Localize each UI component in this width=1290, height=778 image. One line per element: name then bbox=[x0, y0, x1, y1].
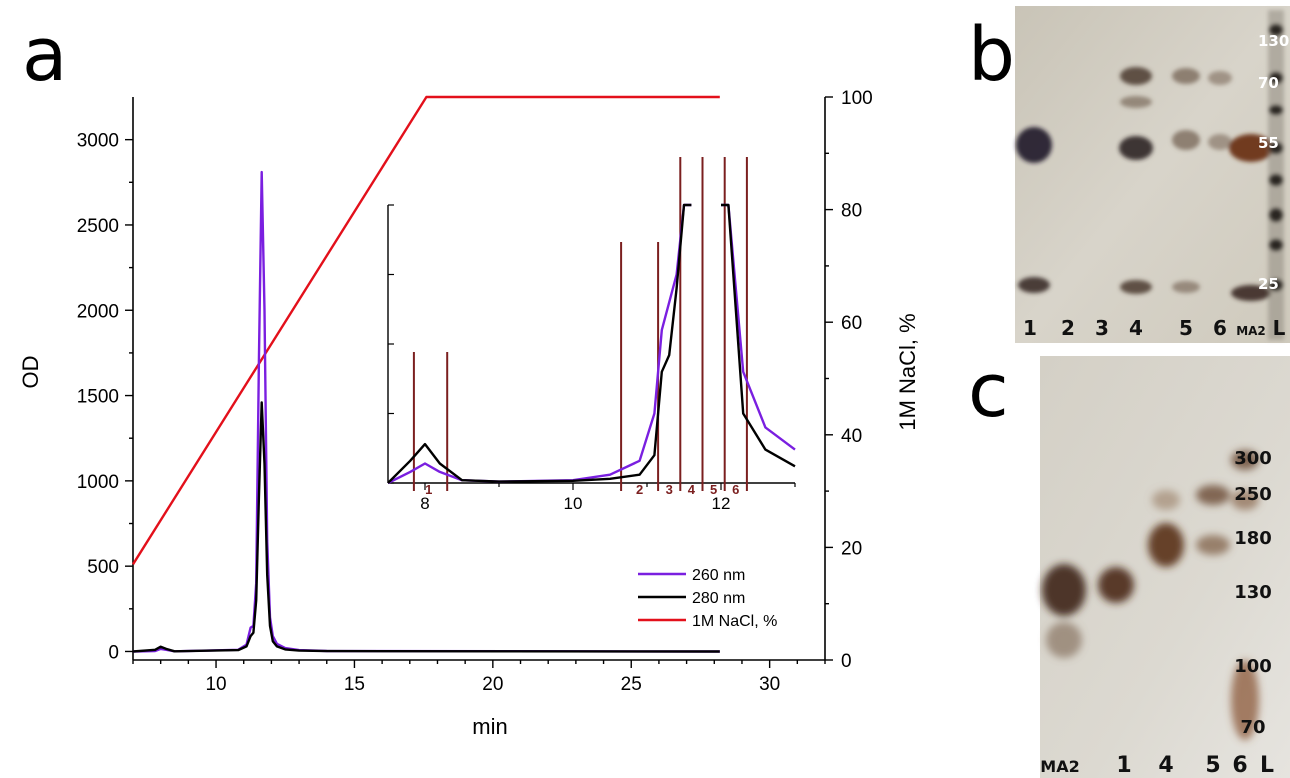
fraction-label: 5 bbox=[710, 482, 717, 497]
gel-b-mw-labels: 130 70 55 25 bbox=[1258, 32, 1289, 293]
y-tick-label: 1500 bbox=[77, 387, 119, 408]
inset-series-line-1-0 bbox=[387, 203, 692, 484]
y-tick-label: 0 bbox=[108, 642, 119, 663]
inset-x-tick-label: 12 bbox=[712, 494, 731, 513]
y2-axis-title: 1M NaCl, % bbox=[895, 313, 920, 430]
gel-c-lane-label: MA2 bbox=[1040, 757, 1079, 776]
gel-b-lane-label: 4 bbox=[1129, 316, 1143, 340]
y2-tick-label: 100 bbox=[841, 88, 873, 109]
inset-series bbox=[387, 203, 796, 485]
gel-b-lane-label: MA2 bbox=[1236, 324, 1266, 338]
gel-c-mw-label: 70 bbox=[1240, 717, 1265, 738]
fraction-label: 3 bbox=[666, 482, 673, 497]
inset-series-line-1-1 bbox=[721, 203, 796, 468]
gel-b-lane-label: 1 bbox=[1023, 316, 1037, 340]
panel-letter-b: b bbox=[968, 12, 1015, 98]
gel-b-mw-label: 130 bbox=[1258, 32, 1289, 50]
series-line-0 bbox=[132, 170, 720, 653]
gel-b-lane-label: 5 bbox=[1179, 316, 1193, 340]
gel-c-lane-labels: MA2 1 4 5 6 L bbox=[1040, 753, 1274, 778]
x-tick-label: 15 bbox=[344, 674, 365, 695]
fraction-label: 6 bbox=[732, 482, 739, 497]
gel-c-mw-label: 100 bbox=[1234, 656, 1272, 677]
gel-c-mw-label: 300 bbox=[1234, 448, 1272, 469]
y-tick-label: 500 bbox=[87, 557, 119, 578]
gel-c-lane-label: L bbox=[1260, 753, 1274, 778]
gel-c-mw-labels: 300 250 180 130 100 70 bbox=[1234, 448, 1272, 738]
y2-tick-label: 80 bbox=[841, 201, 862, 222]
inset-x-tick-label: 8 bbox=[420, 494, 429, 513]
chart-legend: 260 nm 280 nm 1M NaCl, % bbox=[638, 567, 777, 630]
gel-b-lane-label: 3 bbox=[1095, 316, 1109, 340]
y2-tick-label: 0 bbox=[841, 651, 852, 672]
legend-label-2: 1M NaCl, % bbox=[692, 613, 777, 630]
panel-letter-a: a bbox=[22, 12, 67, 98]
y2-tick-label: 40 bbox=[841, 426, 862, 447]
inset-x-tick-label: 10 bbox=[564, 494, 583, 513]
gel-b-mw-label: 70 bbox=[1258, 74, 1279, 92]
y2-tick-label: 60 bbox=[841, 313, 862, 334]
fraction-label: 4 bbox=[688, 482, 696, 497]
main-series bbox=[131, 95, 720, 653]
y-tick-label: 2500 bbox=[77, 216, 119, 237]
gel-c-lane-label: 4 bbox=[1158, 753, 1173, 778]
panel-letter-c: c bbox=[968, 348, 1009, 434]
legend-label-1: 280 nm bbox=[692, 590, 745, 607]
gel-b-mw-label: 25 bbox=[1258, 275, 1279, 293]
inset-series-line-0-0 bbox=[387, 203, 692, 485]
y-tick-label: 2000 bbox=[77, 301, 119, 322]
gel-b-lane-labels: 1 2 3 4 5 6 MA2 L bbox=[1023, 316, 1286, 340]
fraction-label: 1 bbox=[425, 482, 432, 497]
y-tick-label: 3000 bbox=[77, 131, 119, 152]
legend-label-0: 260 nm bbox=[692, 567, 745, 584]
y2-tick-label: 20 bbox=[841, 538, 862, 559]
fraction-label: 2 bbox=[636, 482, 643, 497]
gel-c-mw-label: 180 bbox=[1234, 528, 1272, 549]
inset-axes: 8 10 12 bbox=[387, 204, 796, 513]
gel-b-lane-label: 6 bbox=[1213, 316, 1227, 340]
gel-c-bands bbox=[1042, 450, 1259, 740]
gel-b-lane-label: L bbox=[1273, 316, 1286, 340]
main-axes: 10 15 20 25 30050010001500200025003000020406… bbox=[77, 88, 873, 695]
gel-b-mw-label: 55 bbox=[1258, 134, 1279, 152]
y-tick-label: 1000 bbox=[77, 472, 119, 493]
x-tick-label: 30 bbox=[759, 674, 780, 695]
gel-c-lane-label: 5 bbox=[1205, 753, 1220, 778]
gel-c-lane-label: 1 bbox=[1116, 753, 1131, 778]
x-tick-label: 20 bbox=[482, 674, 503, 695]
x-tick-label: 10 bbox=[205, 674, 226, 695]
chromatogram-chart: 10 15 20 25 30050010001500200025003000020406… bbox=[18, 88, 920, 739]
gel-b-lane-label: 2 bbox=[1061, 316, 1075, 340]
gel-b-bands bbox=[1016, 10, 1284, 340]
series-line-2 bbox=[131, 95, 720, 565]
gel-c-mw-label: 130 bbox=[1234, 582, 1272, 603]
gel-b-image: 1 2 3 4 5 6 MA2 L 130 70 55 25 bbox=[1015, 6, 1290, 343]
x-axis-title: min bbox=[472, 714, 507, 739]
gel-c-mw-label: 250 bbox=[1234, 484, 1272, 505]
y-axis-title: OD bbox=[18, 356, 43, 389]
series-line-1 bbox=[132, 401, 720, 653]
gel-c-image: MA2 1 4 5 6 L 300 250 180 130 100 70 bbox=[1040, 356, 1290, 778]
x-tick-label: 25 bbox=[621, 674, 642, 695]
gel-c-lane-label: 6 bbox=[1232, 753, 1247, 778]
